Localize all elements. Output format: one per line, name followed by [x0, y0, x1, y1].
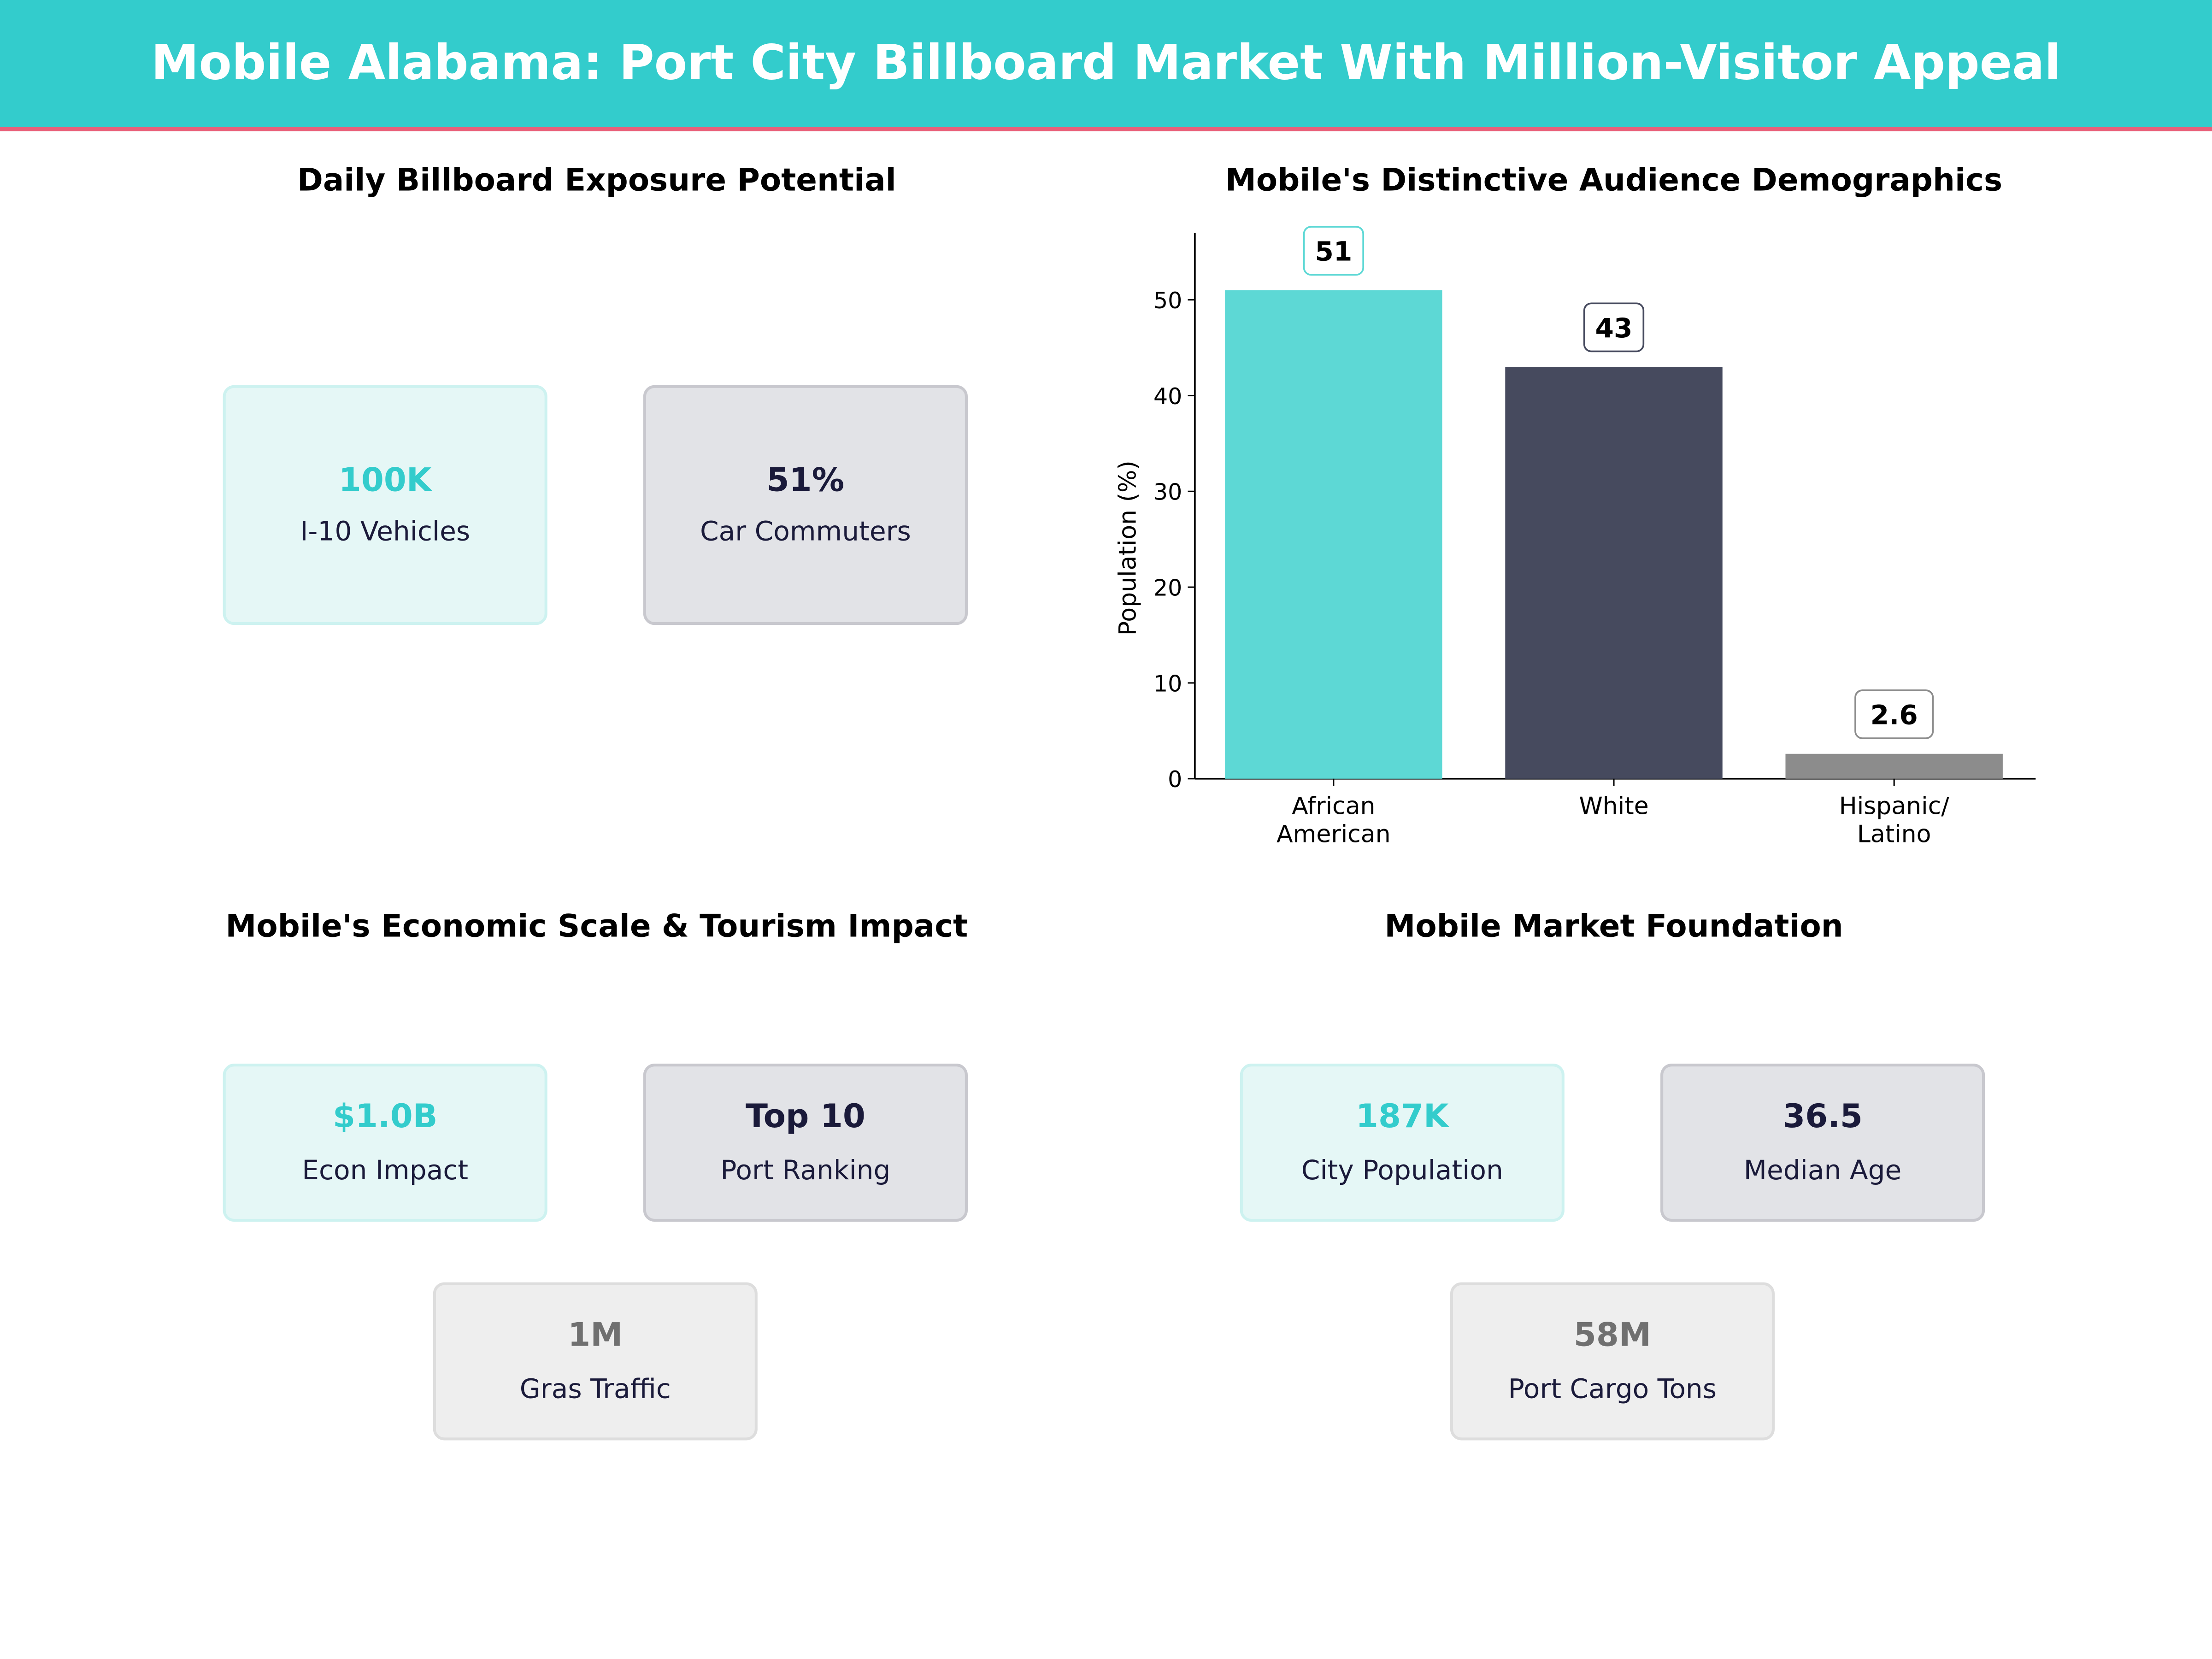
y-tick-label: 20 — [1153, 575, 1182, 601]
card-value: 51% — [766, 463, 845, 500]
y-tick-label: 0 — [1168, 766, 1182, 793]
y-axis-label: Population (%) — [1114, 460, 1141, 635]
foundation-title: Mobile Market Foundation — [1384, 910, 1843, 946]
data-label-box — [1303, 226, 1364, 276]
bar-0 — [1225, 290, 1442, 779]
card-label: Port Cargo Tons — [1508, 1374, 1717, 1405]
card-label: I-10 Vehicles — [300, 516, 471, 547]
chart-title: Mobile's Distinctive Audience Demographi… — [1225, 164, 2003, 199]
card-port-ranking: Top 10 Port Ranking — [643, 1064, 968, 1222]
card-value: 100K — [338, 463, 432, 500]
data-label-box — [1854, 689, 1934, 739]
data-label: 51 — [1315, 236, 1352, 267]
card-port-cargo: 58M Port Cargo Tons — [1450, 1282, 1775, 1441]
card-label: Gras Traffic — [519, 1374, 671, 1405]
card-label: Econ Impact — [302, 1155, 469, 1187]
card-value: 36.5 — [1783, 1099, 1863, 1136]
y-tick-label: 50 — [1153, 288, 1182, 314]
card-value: 58M — [1573, 1318, 1651, 1354]
data-label: 43 — [1595, 312, 1633, 344]
data-label: 2.6 — [1871, 699, 1918, 730]
bar-2 — [1785, 753, 2003, 779]
card-median-age: 36.5 Median Age — [1660, 1064, 1985, 1222]
card-label: Port Ranking — [720, 1155, 891, 1187]
card-label: City Population — [1301, 1155, 1503, 1187]
page-title: Mobile Alabama: Port City Billboard Mark… — [151, 35, 2061, 92]
economic-title: Mobile's Economic Scale & Tourism Impact — [225, 910, 968, 946]
x-tick-label: Hispanic/Latino — [1839, 792, 1950, 848]
card-i10-vehicles: 100K I-10 Vehicles — [223, 385, 547, 625]
y-tick-label: 40 — [1153, 383, 1182, 410]
exposure-title: Daily Billboard Exposure Potential — [297, 164, 896, 199]
card-label: Car Commuters — [700, 516, 911, 547]
bar-1 — [1505, 367, 1723, 779]
card-city-population: 187K City Population — [1240, 1064, 1565, 1222]
card-value: 187K — [1356, 1099, 1449, 1136]
header-banner: Mobile Alabama: Port City Billboard Mark… — [0, 0, 2212, 131]
card-label: Median Age — [1743, 1155, 1902, 1187]
card-value: Top 10 — [745, 1099, 865, 1136]
y-tick-label: 10 — [1153, 671, 1182, 697]
card-value: 1M — [568, 1318, 623, 1354]
card-gras-traffic: 1M Gras Traffic — [433, 1282, 758, 1441]
card-value: $1.0B — [333, 1099, 438, 1136]
x-tick-label: White — [1579, 792, 1648, 820]
card-econ-impact: $1.0B Econ Impact — [223, 1064, 547, 1222]
y-tick-label: 30 — [1153, 479, 1182, 506]
data-label-box — [1583, 302, 1645, 353]
card-car-commuters: 51% Car Commuters — [643, 385, 968, 625]
x-tick-label: African American — [1277, 792, 1391, 848]
